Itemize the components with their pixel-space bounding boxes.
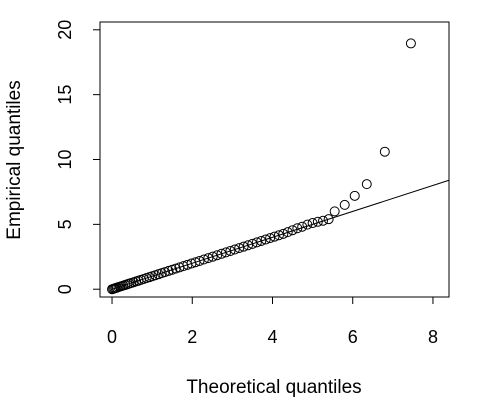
data-point [243,240,254,251]
data-point [203,253,214,264]
data-point [265,233,276,244]
data-point [307,218,318,229]
x-tick-label: 6 [348,327,358,347]
data-point [229,244,240,255]
y-tick-label: 20 [55,20,75,40]
data-point [302,219,313,230]
data-point [297,221,308,232]
data-point [238,241,249,252]
x-tick-label: 4 [267,327,277,347]
y-tick-label: 5 [55,219,75,229]
x-tick-label: 0 [107,327,117,347]
data-point [251,237,262,248]
x-axis-label: Theoretical quantiles [186,377,361,398]
data-point [282,227,293,238]
data-point [225,245,236,256]
data-point [247,238,258,249]
data-point [405,38,416,49]
plot-frame [99,21,450,298]
data-point [318,215,329,226]
data-point [339,199,350,210]
x-tick-label: 2 [187,327,197,347]
data-point [273,230,284,241]
data-point [207,251,218,262]
y-tick-label: 0 [55,284,75,294]
data-point [269,231,280,242]
data-point [234,243,245,254]
x-tick-label: 8 [428,327,438,347]
data-point [216,248,227,259]
data-point [278,228,289,239]
data-point [212,250,223,261]
data-point [323,214,334,225]
data-point [379,146,390,157]
data-point [292,223,303,234]
data-point [198,254,209,265]
data-point [256,235,267,246]
y-tick-label: 15 [55,85,75,105]
y-tick-label: 10 [55,149,75,169]
data-point [220,247,231,258]
data-point [349,190,360,201]
y-axis-label: Empirical quantiles [4,80,25,239]
data-point [287,225,298,236]
data-point [260,234,271,245]
data-point [312,216,323,227]
data-point [329,206,340,217]
data-point [194,255,205,266]
data-point [361,179,372,190]
